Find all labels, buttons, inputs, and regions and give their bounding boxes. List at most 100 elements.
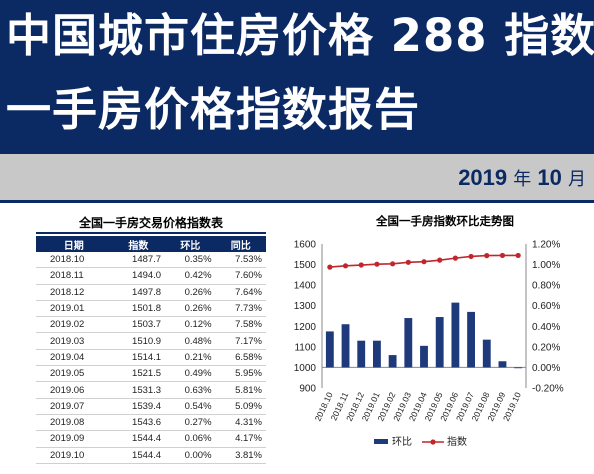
cell-mom: 0.12% [165,316,216,334]
cell-date: 2018.10 [36,252,112,269]
right-tick-label: -0.20% [532,384,564,395]
table-row: 2019.02 1503.7 0.12% 7.58% [36,316,266,334]
mom-bar [404,318,413,368]
col-header-mom: 环比 [165,236,216,252]
report-title-line1: 中国城市住房价格 288 指数 [6,9,594,62]
cell-mom: 0.48% [165,332,216,350]
table-header-row: 日期 指数 环比 同比 [36,236,266,252]
report-date: 2019 年 10 月 [458,165,586,191]
cell-index: 1510.9 [111,332,166,350]
cell-yoy: 7.73% [215,300,266,318]
cell-yoy: 6.58% [215,349,266,367]
cell-yoy: 7.60% [215,267,266,285]
mom-bar [325,331,334,368]
cell-index: 1531.3 [111,381,166,399]
cell-index: 1514.1 [111,349,166,367]
cell-mom: 0.21% [165,349,216,367]
index-point [468,253,474,260]
cell-date: 2019.08 [36,414,112,432]
cell-date: 2019.05 [36,365,112,383]
cell-index: 1501.8 [111,300,166,318]
cell-mom: 0.27% [165,414,216,432]
chart-title: 全国一手房指数环比走势图 [376,214,514,228]
right-tick-label: 0.60% [532,301,560,312]
mom-bar [498,361,507,368]
cell-date: 2018.11 [36,267,112,285]
cell-mom: 0.00% [165,447,216,464]
cell-yoy: 4.17% [215,430,266,448]
cell-date: 2019.10 [36,447,112,464]
index-point [515,252,521,259]
table-row: 2019.09 1544.4 0.06% 4.17% [36,430,266,448]
index-point [421,259,427,265]
mom-bar [514,367,523,369]
table-row: 2019.06 1531.3 0.63% 5.81% [36,381,266,399]
cell-index: 1543.6 [111,414,166,432]
cell-yoy: 5.09% [215,398,266,415]
cell-mom: 0.63% [165,381,216,399]
left-tick-label: 1200 [294,322,317,333]
cell-index: 1503.7 [111,316,166,334]
header-banner: 中国城市住房价格 288 指数 一手房价格指数报告 [0,0,594,154]
index-point [452,255,458,261]
left-tick-label: 1300 [294,301,317,312]
table-title-rule [36,232,266,234]
table-row: 2018.10 1487.7 0.35% 7.53% [36,252,266,269]
left-tick-label: 900 [299,384,316,395]
cell-date: 2019.07 [36,398,112,415]
mom-bar [388,355,397,368]
cell-index: 1487.7 [111,252,166,269]
chart-area: 1600 1500 1400 1300 1200 1100 1000 900 1.20% 1.00… [274,203,594,470]
table-row: 2019.10 1544.4 0.00% 3.81% [36,447,266,464]
mom-bar [341,324,350,368]
cell-mom: 0.26% [165,284,216,301]
left-tick-label: 1400 [294,281,317,292]
index-point [327,264,333,270]
mom-bar [467,311,475,368]
cell-mom: 0.42% [165,267,216,285]
index-point [499,252,506,259]
right-tick-label: 0.80% [532,281,560,292]
cell-mom: 0.54% [165,398,216,415]
report-year: 2019 [458,165,508,190]
left-tick-label: 1100 [294,342,316,353]
index-point [374,261,380,267]
mom-bar [357,340,366,368]
cell-mom: 0.26% [165,300,216,318]
index-point [390,261,396,267]
right-tick-label: 1.20% [532,240,560,251]
cell-date: 2018.12 [36,284,112,301]
legend-label-mom: 环比 [392,436,412,448]
cell-index: 1494.0 [111,267,166,285]
cell-date: 2019.03 [36,332,112,350]
cell-date: 2019.06 [36,381,112,399]
mom-bar [420,345,428,368]
table-row: 2019.05 1521.5 0.49% 5.95% [36,365,266,383]
date-band-rule [0,200,594,203]
right-tick-label: 0.20% [532,342,560,353]
mom-bar [435,317,444,368]
cell-yoy: 7.17% [215,332,266,350]
cell-date: 2019.04 [36,349,112,367]
cell-index: 1497.8 [111,284,166,301]
table-row: 2019.01 1501.8 0.26% 7.73% [36,300,266,318]
cell-date: 2019.09 [36,430,112,448]
index-point [484,253,490,259]
index-table: 日期 指数 环比 同比 2018.10 1487.7 0.35% 7.53% 2018.… [36,236,266,464]
report-month: 10 [537,165,562,190]
col-header-yoy: 同比 [215,236,266,252]
cell-index: 1544.4 [111,447,166,464]
date-band [0,154,594,200]
table-row: 2019.07 1539.4 0.54% 5.09% [36,398,266,415]
mom-bar [373,340,381,368]
mom-bar [451,302,460,368]
legend-marker-index [430,439,436,445]
index-point [405,259,411,265]
cell-index: 1544.4 [111,430,166,448]
cell-mom: 0.49% [165,365,216,383]
table-row: 2019.04 1514.1 0.21% 6.58% [36,349,266,367]
right-tick-label: 1.00% [532,260,560,271]
cell-yoy: 5.81% [215,381,266,399]
cell-yoy: 4.31% [215,414,266,432]
index-point [358,262,364,268]
